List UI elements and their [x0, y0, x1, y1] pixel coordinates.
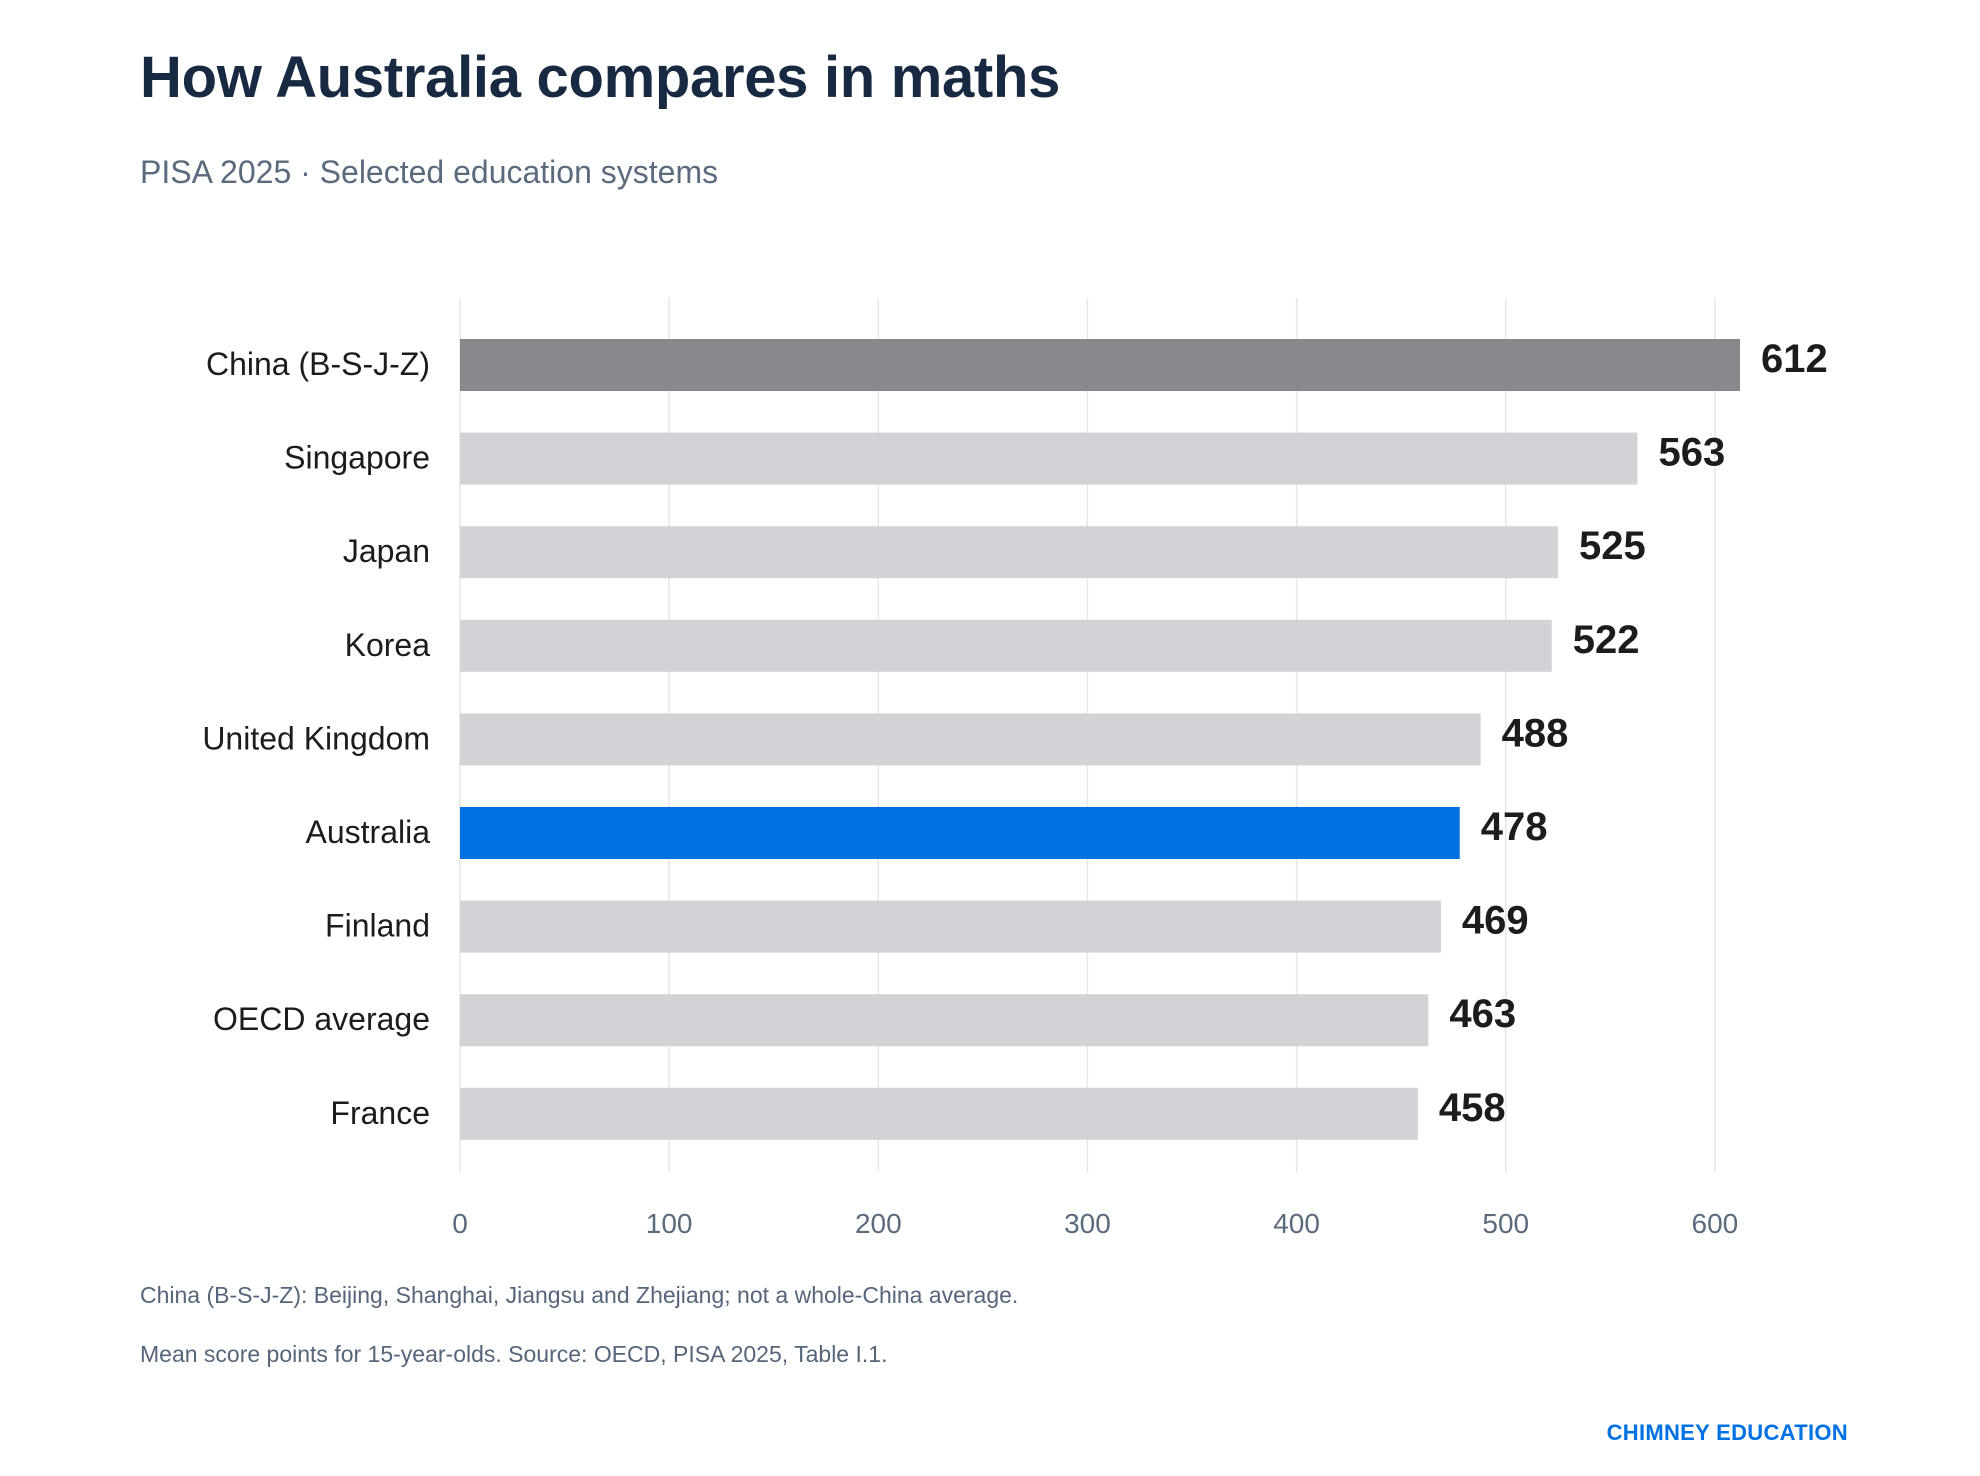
category-label: China (B-S-J-Z) [206, 346, 430, 382]
category-label: United Kingdom [202, 720, 430, 756]
x-tick-label: 500 [1482, 1208, 1529, 1239]
data-labels: 612 563 525 522 488 478 469 463 458 [1439, 337, 1828, 1130]
category-label: Singapore [284, 440, 430, 476]
data-label: 612 [1761, 337, 1828, 381]
data-label: 525 [1579, 524, 1646, 568]
x-tick-label: 300 [1064, 1208, 1111, 1239]
data-label: 478 [1481, 805, 1548, 849]
category-label: Japan [343, 533, 430, 569]
bar-united-kingdom [460, 713, 1481, 766]
bar-australia [460, 807, 1460, 859]
x-tick-label: 0 [452, 1208, 468, 1239]
chart-title: How Australia compares in maths [140, 45, 1061, 110]
x-tick-label: 400 [1273, 1208, 1320, 1239]
category-label: France [330, 1095, 430, 1131]
brand-logo-text: CHIMNEY EDUCATION [1606, 1420, 1848, 1445]
bar-japan [460, 526, 1559, 579]
category-label: OECD average [213, 1001, 430, 1037]
x-axis-ticks: 0 100 200 300 400 500 600 [452, 1208, 1738, 1239]
data-label: 563 [1659, 431, 1726, 475]
data-label: 522 [1573, 618, 1640, 662]
chart-subtitle: PISA 2025 · Selected education systems [140, 154, 719, 190]
x-tick-label: 100 [646, 1208, 693, 1239]
bar-singapore [460, 432, 1638, 485]
footnote-definition: China (B-S-J-Z): Beijing, Shanghai, Jian… [140, 1282, 1019, 1308]
category-label: Australia [306, 814, 431, 850]
bar-oecd-average [460, 994, 1429, 1047]
data-label: 469 [1462, 899, 1529, 943]
data-label: 488 [1502, 711, 1569, 755]
x-tick-label: 200 [855, 1208, 902, 1239]
bar-france [460, 1087, 1418, 1140]
data-label: 458 [1439, 1086, 1506, 1130]
category-label: Korea [345, 627, 431, 663]
bar-china-b-s-j-z [460, 339, 1740, 391]
bar-finland [460, 900, 1441, 953]
category-label: Finland [325, 908, 430, 944]
category-labels: China (B-S-J-Z) Singapore Japan Korea United… [202, 346, 430, 1131]
bar-korea [460, 619, 1552, 672]
bars [460, 339, 1740, 1140]
data-label: 463 [1449, 992, 1516, 1036]
x-tick-label: 600 [1692, 1208, 1739, 1239]
footnote-source: Mean score points for 15-year-olds. Sour… [140, 1341, 888, 1367]
